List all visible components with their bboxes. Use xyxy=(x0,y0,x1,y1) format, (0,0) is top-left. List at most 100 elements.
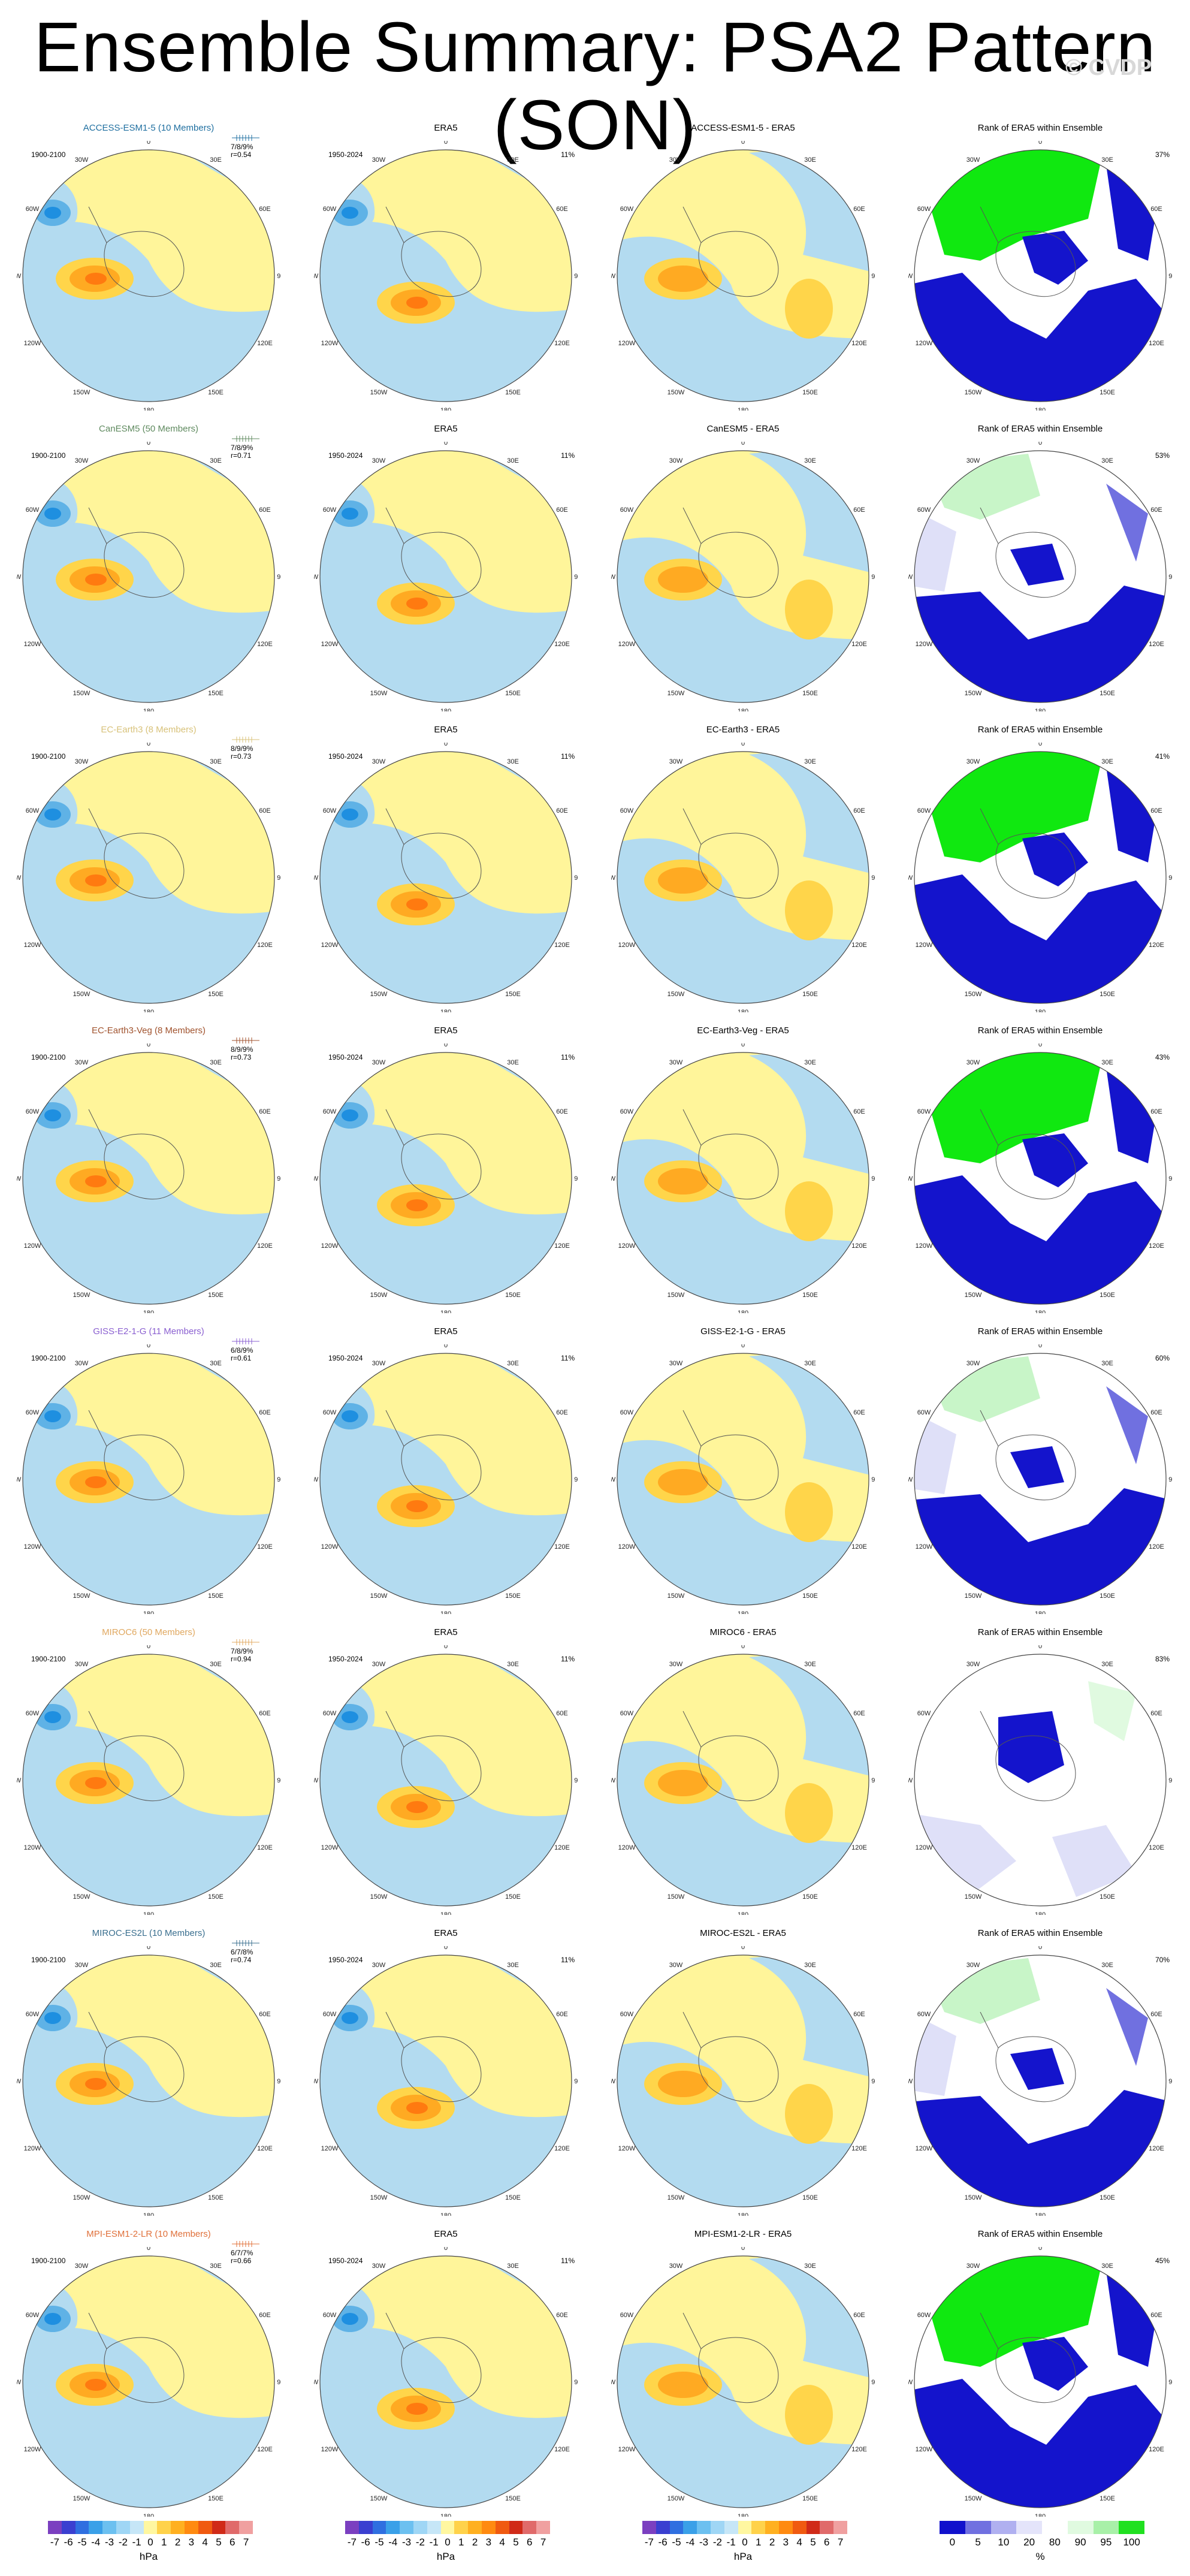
negative-anomaly xyxy=(320,522,572,702)
polar-map: 030E60E90E120E150E180150W120W90W60W30W xyxy=(899,1342,1180,1618)
pattern-stats: 7/8/9% r=0.71 xyxy=(231,444,253,460)
colorbar-tick: 0 xyxy=(445,2536,451,2548)
panel-rank: Rank of ERA5 within Ensemble 53% 0 30E 60E 90… xyxy=(892,418,1189,717)
panel-title: MIROC-ES2L (10 Members) xyxy=(92,1928,206,1938)
longitude-label: 90E xyxy=(871,2078,875,2085)
panel-model: MIROC-ES2L (10 Members) 1900-2100 6/7/8% r=… xyxy=(0,1922,297,2222)
longitude-label: 30E xyxy=(1101,457,1113,464)
positive-anomaly-core xyxy=(85,1175,107,1187)
longitude-label: 120W xyxy=(916,641,933,648)
rank-region-blue xyxy=(914,273,1166,402)
rank-percent: 43% xyxy=(1155,1053,1170,1061)
longitude-label: 150W xyxy=(668,991,685,998)
panel-title: Rank of ERA5 within Ensemble xyxy=(977,2229,1103,2239)
longitude-label: 90W xyxy=(611,574,616,581)
longitude-label: 0 xyxy=(1038,2247,1042,2252)
colorbar-tick: 2 xyxy=(769,2536,775,2548)
longitude-label: 0 xyxy=(741,743,745,747)
longitude-label: 120E xyxy=(851,2145,867,2152)
rank-percent: 45% xyxy=(1155,2257,1170,2265)
longitude-label: 90W xyxy=(314,574,319,581)
colorbar-tick: -7 xyxy=(644,2536,654,2548)
map-boundary xyxy=(22,149,275,402)
longitude-label: 150W xyxy=(965,991,982,998)
longitude-label: 150E xyxy=(802,2495,818,2502)
map-boundary xyxy=(914,1954,1167,2207)
antarctica-coastline xyxy=(995,1434,1076,1501)
longitude-label: 150E xyxy=(505,2495,521,2502)
antarctica-coastline xyxy=(104,1133,185,1200)
longitude-label: 90W xyxy=(314,2078,319,2085)
longitude-label: 150E xyxy=(208,2495,223,2502)
polar-map: 030E60E90E120E150E180150W120W90W60W30W xyxy=(899,2245,1180,2520)
map-boundary xyxy=(319,2255,572,2508)
longitude-label: 0 xyxy=(147,743,150,747)
longitude-label: 30W xyxy=(372,1962,386,1969)
longitude-label: 120W xyxy=(618,1242,636,1250)
longitude-label: 150E xyxy=(1100,690,1115,697)
stat-correlation: r=0.73 xyxy=(231,1053,252,1061)
positive-anomaly-core xyxy=(658,266,708,292)
colorbar-tick: -4 xyxy=(91,2536,101,2548)
antarctica-coastline xyxy=(401,1434,482,1501)
panel-obs: ERA51950-202411%030E60E90E120E150E180150… xyxy=(297,2223,594,2523)
member-spread-icon xyxy=(231,435,261,443)
antarctica-coastline xyxy=(401,231,482,297)
panel-title: CanESM5 (50 Members) xyxy=(99,424,198,434)
longitude-label: 60W xyxy=(26,2312,40,2319)
period-label: 1950-2024 xyxy=(328,1354,363,1362)
longitude-label: 120E xyxy=(1149,340,1164,347)
negative-anomaly xyxy=(320,2026,572,2207)
colorbar-swatch xyxy=(75,2521,89,2534)
colorbar-swatch xyxy=(61,2521,75,2534)
period-label: 1900-2100 xyxy=(31,752,66,761)
longitude-label: 150W xyxy=(668,2194,685,2201)
longitude-label: 90E xyxy=(277,874,280,882)
longitude-label: 90W xyxy=(17,1777,22,1784)
stat-correlation: r=0.71 xyxy=(231,451,252,460)
panel-title: Rank of ERA5 within Ensemble xyxy=(977,1025,1103,1036)
colorbar-swatch xyxy=(225,2521,240,2534)
positive-anomaly-core xyxy=(658,867,708,894)
colorbar-tick: 5 xyxy=(975,2536,981,2548)
longitude-label: 150E xyxy=(1100,2495,1115,2502)
longitude-label: 60E xyxy=(1150,807,1162,815)
panel-rank: Rank of ERA5 within Ensemble 41% 0 30E 60E 90… xyxy=(892,719,1189,1018)
positive-anomaly-core xyxy=(85,2379,107,2391)
longitude-label: 30E xyxy=(507,758,519,765)
period-label: 1950-2024 xyxy=(328,150,363,159)
longitude-label: 30E xyxy=(210,1059,222,1066)
negative-anomaly-core xyxy=(44,1109,61,1121)
antarctica-coastline xyxy=(698,1735,779,1802)
longitude-label: 30E xyxy=(507,2263,519,2270)
longitude-label: 90W xyxy=(314,1777,319,1784)
polar-map: 030E60E90E120E150E180150W120W90W60W30W xyxy=(8,2245,289,2520)
longitude-label: 60E xyxy=(853,1710,865,1717)
longitude-label: 90W xyxy=(17,2078,22,2085)
negative-anomaly-core xyxy=(342,207,358,219)
longitude-label: 90E xyxy=(871,1777,875,1784)
longitude-label: 180 xyxy=(738,1310,748,1313)
longitude-label: 0 xyxy=(147,1043,150,1048)
longitude-label: 30W xyxy=(75,156,89,164)
longitude-label: 30E xyxy=(210,1360,222,1367)
longitude-label: 120W xyxy=(321,2145,339,2152)
colorbar-tick: 90 xyxy=(1074,2536,1086,2548)
longitude-label: 90W xyxy=(314,1476,319,1483)
map-boundary xyxy=(22,1052,275,1305)
peninsula-coastline xyxy=(980,1109,999,1146)
polar-map: 030E60E90E120E150E180150W120W90W60W30W xyxy=(899,1643,1180,1919)
peninsula-coastline xyxy=(682,206,702,243)
longitude-label: 30W xyxy=(75,758,89,765)
longitude-label: 90W xyxy=(314,2379,319,2386)
variance-percent: 11% xyxy=(561,1354,575,1362)
longitude-label: 150E xyxy=(505,2194,521,2201)
colorbar-tick: 0 xyxy=(949,2536,956,2548)
colorbar-tick: 7 xyxy=(243,2536,249,2548)
positive-anomaly xyxy=(785,880,833,940)
longitude-label: 180 xyxy=(1035,407,1046,411)
longitude-label: 90E xyxy=(871,273,875,280)
period-label: 1900-2100 xyxy=(31,1956,66,1964)
colorbar-tick: -5 xyxy=(374,2536,384,2548)
colorbar-swatch xyxy=(751,2521,766,2534)
